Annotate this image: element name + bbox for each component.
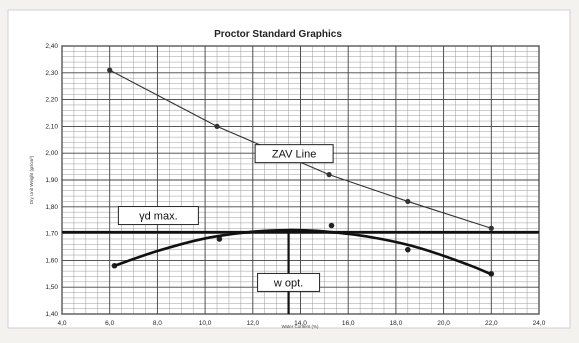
zav-line-label: ZAV Line — [272, 149, 316, 161]
y-tick-label: 1,50 — [45, 284, 58, 291]
y-tick-label: 1,70 — [45, 231, 58, 238]
zav-data-point — [214, 123, 220, 129]
x-tick-label: 16,0 — [342, 320, 355, 327]
grid-major — [61, 45, 540, 315]
zav-data-point — [405, 198, 411, 205]
x-axis-label: Water Content (%) — [281, 324, 319, 329]
y-tick-label: 2,20 — [45, 97, 58, 104]
x-tick-label: 20,0 — [437, 320, 450, 327]
y-tick-label: 2,30 — [45, 70, 58, 77]
y-tick-label: 1,80 — [45, 204, 58, 211]
x-tick-label: 10,0 — [199, 320, 212, 327]
zav-line-label-box — [254, 144, 334, 164]
x-tick-label: 14,0 — [294, 320, 307, 327]
x-tick-label: 18,0 — [390, 320, 403, 327]
y-axis-ticks: 1,40 1,50 1,60 1,70 1,80 1,90 2,00 2,10 2,20 2,30… — [45, 43, 58, 318]
gamma-d-max-label: γd max. — [139, 211, 178, 223]
y-axis-label: Dry Unit Weight (gr/cm³) — [29, 155, 34, 204]
y-tick-label: 1,40 — [45, 311, 58, 318]
w-opt-label: w opt. — [273, 277, 303, 289]
x-tick-label: 12,0 — [246, 320, 259, 327]
y-tick-label: 2,00 — [45, 150, 58, 157]
compaction-curve — [114, 228, 492, 276]
annotation-labels: ZAV Line γd max. w opt. — [117, 144, 334, 292]
compaction-data-point — [328, 222, 335, 229]
y-tick-label: 2,10 — [45, 123, 58, 130]
zav-data-point — [326, 172, 332, 178]
x-axis-ticks: 4,0 6,0 8,0 10,0 12,0 14,0 16,0 18,0 20,0 22,0 24,… — [57, 320, 545, 327]
x-tick-label: 24,0 — [533, 320, 546, 327]
series-group — [107, 67, 495, 277]
y-tick-label: 1,60 — [45, 257, 58, 264]
zav-data-point — [488, 225, 494, 231]
y-tick-label: 2,40 — [45, 43, 58, 50]
zav-data-point — [107, 67, 113, 73]
x-tick-label: 8,0 — [153, 320, 162, 327]
y-tick-label: 1,90 — [45, 177, 58, 184]
compaction-data-point — [216, 236, 223, 242]
chart-title: Proctor Standard Graphics — [214, 29, 342, 40]
x-tick-label: 22,0 — [485, 320, 498, 327]
compaction-data-point — [405, 246, 411, 253]
w-opt-label-box — [257, 272, 321, 292]
x-tick-label: 4,0 — [57, 320, 66, 327]
x-tick-label: 6,0 — [105, 320, 114, 327]
gamma-d-max-label-box — [117, 206, 199, 226]
